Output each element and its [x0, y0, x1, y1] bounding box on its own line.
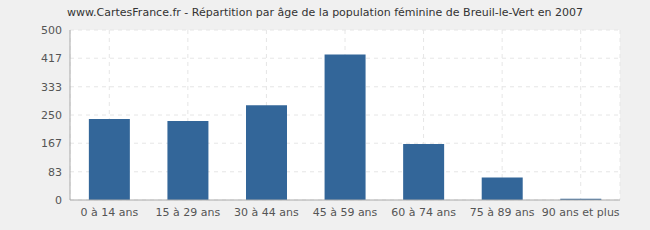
svg-text:90 ans et plus: 90 ans et plus: [542, 206, 620, 219]
svg-text:417: 417: [41, 52, 62, 65]
svg-text:0 à 14 ans: 0 à 14 ans: [80, 206, 138, 219]
svg-text:0: 0: [55, 194, 62, 207]
svg-text:45 à 59 ans: 45 à 59 ans: [313, 206, 378, 219]
svg-text:15 à 29 ans: 15 à 29 ans: [156, 206, 221, 219]
svg-text:83: 83: [48, 166, 62, 179]
svg-text:333: 333: [41, 81, 62, 94]
html-text:www.CartesFrance.fr - Répartit: www.CartesFrance.fr - Répartition par âg…: [67, 6, 583, 19]
svg-text:167: 167: [41, 137, 62, 150]
svg-text:75 à 89 ans: 75 à 89 ans: [470, 206, 535, 219]
svg-text:500: 500: [41, 24, 62, 37]
svg-text:60 à 74 ans: 60 à 74 ans: [391, 206, 456, 219]
svg-text:250: 250: [41, 109, 62, 122]
svg-text:30 à 44 ans: 30 à 44 ans: [234, 206, 299, 219]
